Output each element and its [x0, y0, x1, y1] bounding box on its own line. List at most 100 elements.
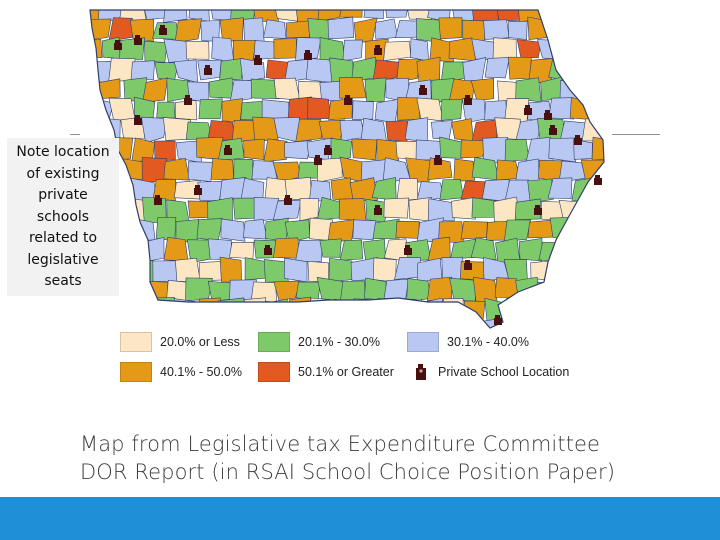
school-marker-icon: [314, 155, 322, 165]
district-region: [508, 20, 528, 41]
note-line: schools: [36, 208, 90, 225]
district-region: [353, 17, 378, 43]
school-marker-icon: [254, 55, 262, 65]
district-region: [372, 59, 401, 83]
district-region: [515, 158, 540, 183]
district-region: [273, 77, 301, 101]
district-region: [559, 39, 587, 62]
district-region: [603, 237, 604, 263]
district-region: [327, 219, 355, 242]
district-region: [108, 17, 133, 42]
district-region: [606, 198, 618, 223]
school-marker-icon: [494, 315, 502, 325]
district-region: [548, 137, 577, 163]
district-region: [285, 20, 312, 39]
district-region: [484, 57, 510, 79]
district-region: [327, 16, 355, 40]
district-region: [141, 237, 165, 262]
district-region: [495, 237, 521, 263]
district-region: [307, 97, 332, 119]
district-region: [430, 120, 453, 140]
district-region: [130, 60, 155, 81]
district-region: [372, 218, 400, 240]
note-line: seats: [44, 273, 82, 289]
school-marker-icon: [184, 95, 192, 105]
district-region: [507, 56, 532, 80]
map-caption: Map from Legislative tax Expenditure Com…: [80, 430, 700, 486]
district-region: [198, 98, 223, 120]
district-region: [582, 10, 604, 21]
district-region: [154, 140, 176, 163]
legend-label: 50.1% or Greater: [298, 365, 394, 379]
district-region: [229, 241, 254, 260]
note-line: related to: [28, 230, 98, 246]
district-region: [208, 77, 235, 99]
district-region: [342, 39, 363, 62]
school-marker-icon: [204, 65, 212, 75]
district-region: [272, 199, 302, 221]
district-region: [539, 10, 564, 22]
district-region: [90, 317, 103, 328]
legend-swatch: [258, 332, 290, 352]
district-region: [615, 17, 618, 41]
district-region: [617, 180, 618, 199]
district-region: [328, 298, 356, 324]
district-region: [156, 101, 176, 119]
district-region: [243, 138, 265, 160]
district-region: [605, 280, 618, 302]
district-region: [185, 40, 210, 60]
district-region: [571, 18, 597, 43]
district-regions: [90, 10, 618, 328]
iowa-district-map: [78, 0, 618, 330]
district-region: [163, 157, 191, 181]
district-region: [121, 158, 146, 181]
district-region: [372, 297, 400, 321]
school-marker-icon: [464, 95, 472, 105]
legend-item-40-50: 40.1% - 50.0%: [120, 362, 242, 382]
district-region: [207, 238, 232, 260]
district-region: [90, 119, 100, 138]
district-region: [449, 277, 476, 302]
district-region: [591, 136, 604, 161]
district-region: [439, 136, 465, 159]
district-region: [119, 278, 145, 302]
district-region: [219, 256, 242, 283]
district-region: [503, 219, 532, 242]
district-region: [471, 38, 497, 61]
district-region: [547, 177, 573, 199]
district-region: [295, 118, 323, 142]
legend-label: 30.1% - 40.0%: [447, 335, 529, 349]
district-region: [394, 257, 421, 280]
district-region: [383, 278, 409, 299]
district-region: [317, 10, 345, 22]
district-region: [527, 178, 554, 204]
district-region: [283, 257, 308, 283]
district-region: [427, 198, 455, 222]
district-region: [530, 260, 553, 281]
district-region: [174, 18, 203, 43]
district-region: [527, 219, 554, 239]
note-line: Note location: [16, 144, 110, 160]
district-region: [220, 218, 246, 242]
district-region: [453, 158, 476, 182]
district-region: [550, 256, 576, 283]
district-region: [294, 240, 323, 263]
school-marker-icon: [194, 185, 202, 195]
legend-swatch: [120, 332, 152, 352]
district-region: [561, 239, 588, 263]
district-region: [339, 10, 363, 18]
district-region: [90, 39, 103, 58]
district-region: [460, 139, 489, 159]
district-region: [240, 177, 265, 202]
district-region: [395, 298, 422, 322]
district-region: [603, 10, 604, 21]
district-region: [585, 40, 604, 59]
legend-item-50-or-greater: 50.1% or Greater: [258, 362, 394, 382]
district-region: [232, 197, 257, 220]
school-marker-icon: [524, 105, 532, 115]
district-region: [504, 139, 530, 162]
school-marker-icon: [344, 95, 352, 105]
district-region: [592, 258, 604, 283]
district-region: [339, 119, 366, 142]
district-region: [231, 119, 256, 142]
